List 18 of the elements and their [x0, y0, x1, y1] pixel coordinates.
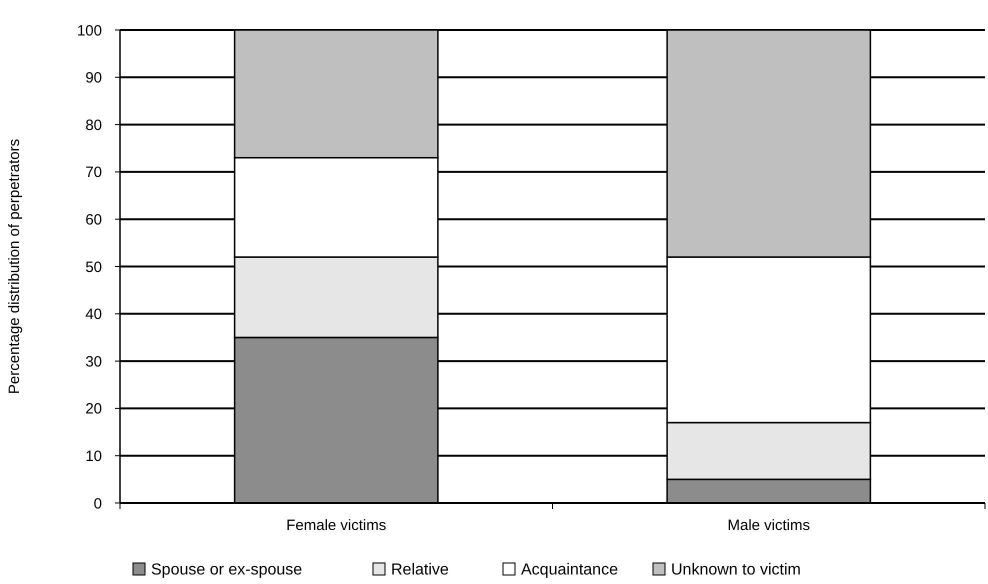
y-tick-label: 0 [94, 495, 102, 512]
legend-label: Acquaintance [521, 562, 618, 579]
legend-label: Unknown to victim [671, 562, 801, 579]
y-tick-label: 10 [85, 448, 102, 465]
y-tick-label: 100 [76, 22, 102, 40]
legend-label: Relative [391, 562, 449, 579]
legend-label: Spouse or ex-spouse [151, 562, 302, 579]
y-tick-label: 80 [85, 116, 102, 134]
y-tick-label: 60 [85, 211, 102, 228]
y-tick-label: 90 [85, 70, 102, 87]
x-tick-label: Female victims [286, 517, 386, 534]
y-tick-label: 50 [85, 258, 102, 276]
y-tick-label: 40 [85, 306, 102, 324]
y-tick-label: 20 [85, 400, 102, 418]
y-tick-label: 70 [85, 164, 102, 182]
x-tick-label: Male victims [727, 517, 810, 534]
y-axis-title: Percentage distribution of perpetrators [6, 138, 23, 394]
y-tick-label: 30 [85, 353, 102, 370]
